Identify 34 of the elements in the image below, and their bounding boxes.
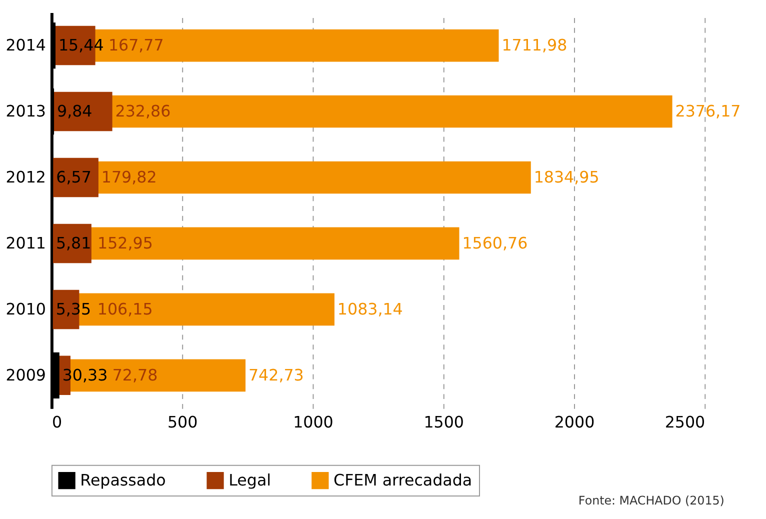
legend-label: CFEM arrecadada <box>334 470 472 490</box>
x-tick-label: 2500 <box>664 412 706 432</box>
x-tick-label: 2000 <box>554 412 595 432</box>
source-note: Fonte: MACHADO (2015) <box>578 493 724 508</box>
data-label: 6,57 <box>56 167 92 186</box>
data-label: 2376,17 <box>675 101 741 120</box>
data-label: 15,44 <box>58 35 104 54</box>
y-tick-label: 2012 <box>6 167 46 186</box>
data-label: 72,78 <box>112 365 158 384</box>
legend-label: Legal <box>228 470 272 490</box>
data-label: 1560,76 <box>462 233 528 252</box>
data-label: 5,81 <box>56 233 92 252</box>
data-label: 179,82 <box>101 167 157 186</box>
y-tick-label: 2014 <box>6 35 46 54</box>
data-label: 232,86 <box>115 101 171 120</box>
x-tick-label: 1000 <box>293 412 334 432</box>
y-tick-label: 2013 <box>6 101 46 120</box>
y-tick-label: 2010 <box>6 299 46 318</box>
data-label: 152,95 <box>98 233 153 252</box>
data-label: 1834,95 <box>534 167 600 186</box>
data-label: 30,33 <box>62 365 108 384</box>
x-tick-label: 1500 <box>424 412 464 432</box>
y-tick-label: 2009 <box>6 365 46 384</box>
data-label: 1083,14 <box>337 299 403 318</box>
data-label: 167,77 <box>108 35 164 54</box>
data-label: 742,73 <box>248 365 304 384</box>
data-label: 106,15 <box>97 299 153 318</box>
data-label: 1711,98 <box>502 35 568 54</box>
data-label: 9,84 <box>57 101 92 120</box>
y-tick-label: 2011 <box>6 233 46 252</box>
legend-label: Repassado <box>80 470 166 490</box>
data-label: 5,35 <box>56 299 92 318</box>
x-tick-label: 500 <box>167 412 198 432</box>
x-tick-label: 0 <box>52 412 62 432</box>
